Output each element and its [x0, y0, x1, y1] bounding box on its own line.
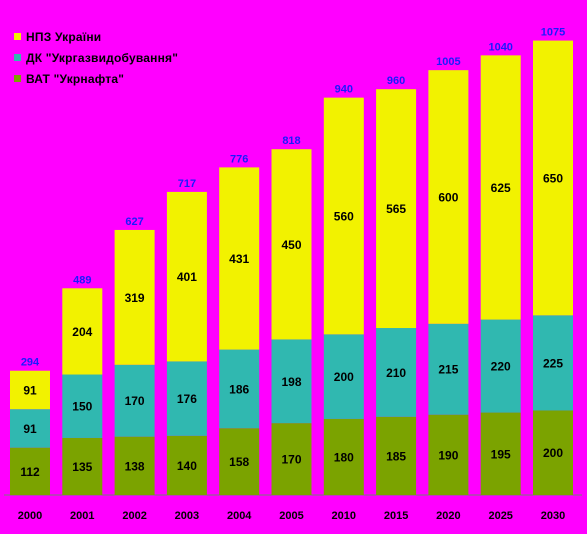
bar-total-label: 294 [21, 357, 40, 369]
x-tick-label: 2030 [541, 510, 565, 522]
bar-segment [376, 89, 417, 329]
bar-total-label: 940 [335, 84, 353, 96]
bar-value-label: 170 [125, 394, 145, 408]
bar-segment [114, 364, 155, 437]
x-tick-label: 2002 [122, 510, 146, 522]
bar-segment [10, 409, 50, 448]
bar-value-label: 220 [491, 360, 511, 374]
bar-segment [166, 435, 207, 495]
legend-swatch-npz [14, 33, 21, 40]
x-tick-label: 2025 [488, 510, 512, 522]
legend-item-ukrnafta: ВАТ "Укрнафта" [14, 68, 178, 89]
bar-total-label: 1005 [436, 56, 460, 68]
x-tick-label: 2020 [436, 510, 460, 522]
bar-total-label: 627 [125, 216, 143, 228]
legend: НПЗ України ДК "Укргазвидобування" ВАТ "… [14, 26, 178, 89]
legend-label-npz: НПЗ України [26, 29, 102, 44]
x-tick-label: 2000 [18, 510, 42, 522]
bar-segment [533, 410, 573, 495]
bar-segment [480, 55, 521, 320]
bar-value-label: 560 [334, 210, 354, 224]
bar-value-label: 210 [386, 366, 406, 380]
bar-total-label: 489 [73, 274, 91, 286]
bar-segment [323, 418, 364, 495]
bar-value-label: 185 [386, 449, 406, 463]
bar-segment [10, 447, 50, 495]
legend-item-ukrgazvydobuvannia: ДК "Укргазвидобування" [14, 47, 178, 68]
bar-value-label: 450 [281, 238, 301, 252]
bar-value-label: 319 [125, 291, 145, 305]
x-tick-label: 2003 [175, 510, 199, 522]
bar-value-label: 200 [543, 446, 563, 460]
bar-segment [271, 423, 312, 495]
bar-value-label: 135 [72, 460, 92, 474]
bar-segment [219, 167, 260, 350]
bar-value-label: 170 [281, 453, 301, 467]
bar-segment [533, 315, 573, 411]
bar-segment [480, 412, 521, 495]
bar-value-label: 180 [334, 450, 354, 464]
bar-value-label: 176 [177, 392, 197, 406]
bar-segment [114, 229, 155, 365]
bar-total-label: 1040 [488, 41, 512, 53]
bar-segment [219, 349, 260, 429]
bar-segment [62, 374, 103, 438]
bar-segment [62, 437, 103, 495]
x-tick-label: 2004 [227, 510, 252, 522]
bar-segment [533, 40, 573, 316]
bar-value-label: 215 [438, 363, 458, 377]
legend-label-ukrnafta: ВАТ "Укрнафта" [26, 71, 125, 86]
bar-value-label: 204 [72, 325, 92, 339]
bar-segment [428, 323, 469, 415]
x-tick-label: 2010 [332, 510, 356, 522]
bar-value-label: 431 [229, 252, 249, 266]
bar-total-label: 818 [282, 135, 300, 147]
bar-total-label: 776 [230, 153, 248, 165]
bar-value-label: 200 [334, 370, 354, 384]
legend-swatch-ukrnafta [14, 75, 21, 82]
bar-segment [271, 149, 312, 340]
x-tick-label: 2005 [279, 510, 303, 522]
bar-value-label: 91 [23, 383, 37, 397]
x-tick-label: 2001 [70, 510, 94, 522]
bar-segment [271, 339, 312, 424]
bar-total-label: 1075 [541, 27, 565, 39]
legend-swatch-ukrgazvydobuvannia [14, 54, 21, 61]
bar-segment [166, 361, 207, 436]
bar-total-label: 717 [178, 178, 196, 190]
legend-item-npz: НПЗ України [14, 26, 178, 47]
bar-segment [323, 334, 364, 419]
bar-value-label: 140 [177, 459, 197, 473]
bar-segment [376, 328, 417, 417]
bar-value-label: 225 [543, 356, 563, 370]
bar-value-label: 565 [386, 202, 406, 216]
bar-value-label: 650 [543, 171, 563, 185]
bar-segment [166, 191, 207, 362]
bar-value-label: 190 [438, 448, 458, 462]
bar-value-label: 198 [281, 375, 301, 389]
bar-value-label: 91 [23, 422, 37, 436]
x-tick-label: 2015 [384, 510, 408, 522]
bar-segment [428, 70, 469, 324]
bar-segment [114, 436, 155, 495]
bar-value-label: 158 [229, 455, 249, 469]
bar-value-label: 186 [229, 382, 249, 396]
bar-segment [323, 97, 364, 335]
bar-segment [219, 428, 260, 495]
bar-value-label: 195 [491, 447, 511, 461]
bar-segment [376, 416, 417, 495]
bar-value-label: 401 [177, 270, 197, 284]
bar-value-label: 600 [438, 190, 458, 204]
bar-segment [62, 288, 103, 375]
bar-segment [428, 414, 469, 495]
bar-total-label: 960 [387, 75, 405, 87]
bar-value-label: 625 [491, 181, 511, 195]
legend-label-ukrgazvydobuvannia: ДК "Укргазвидобування" [26, 50, 179, 65]
bar-value-label: 138 [125, 459, 145, 473]
bar-value-label: 112 [20, 465, 40, 479]
bar-segment [480, 319, 521, 413]
bar-segment [10, 370, 50, 410]
bar-value-label: 150 [72, 400, 92, 414]
